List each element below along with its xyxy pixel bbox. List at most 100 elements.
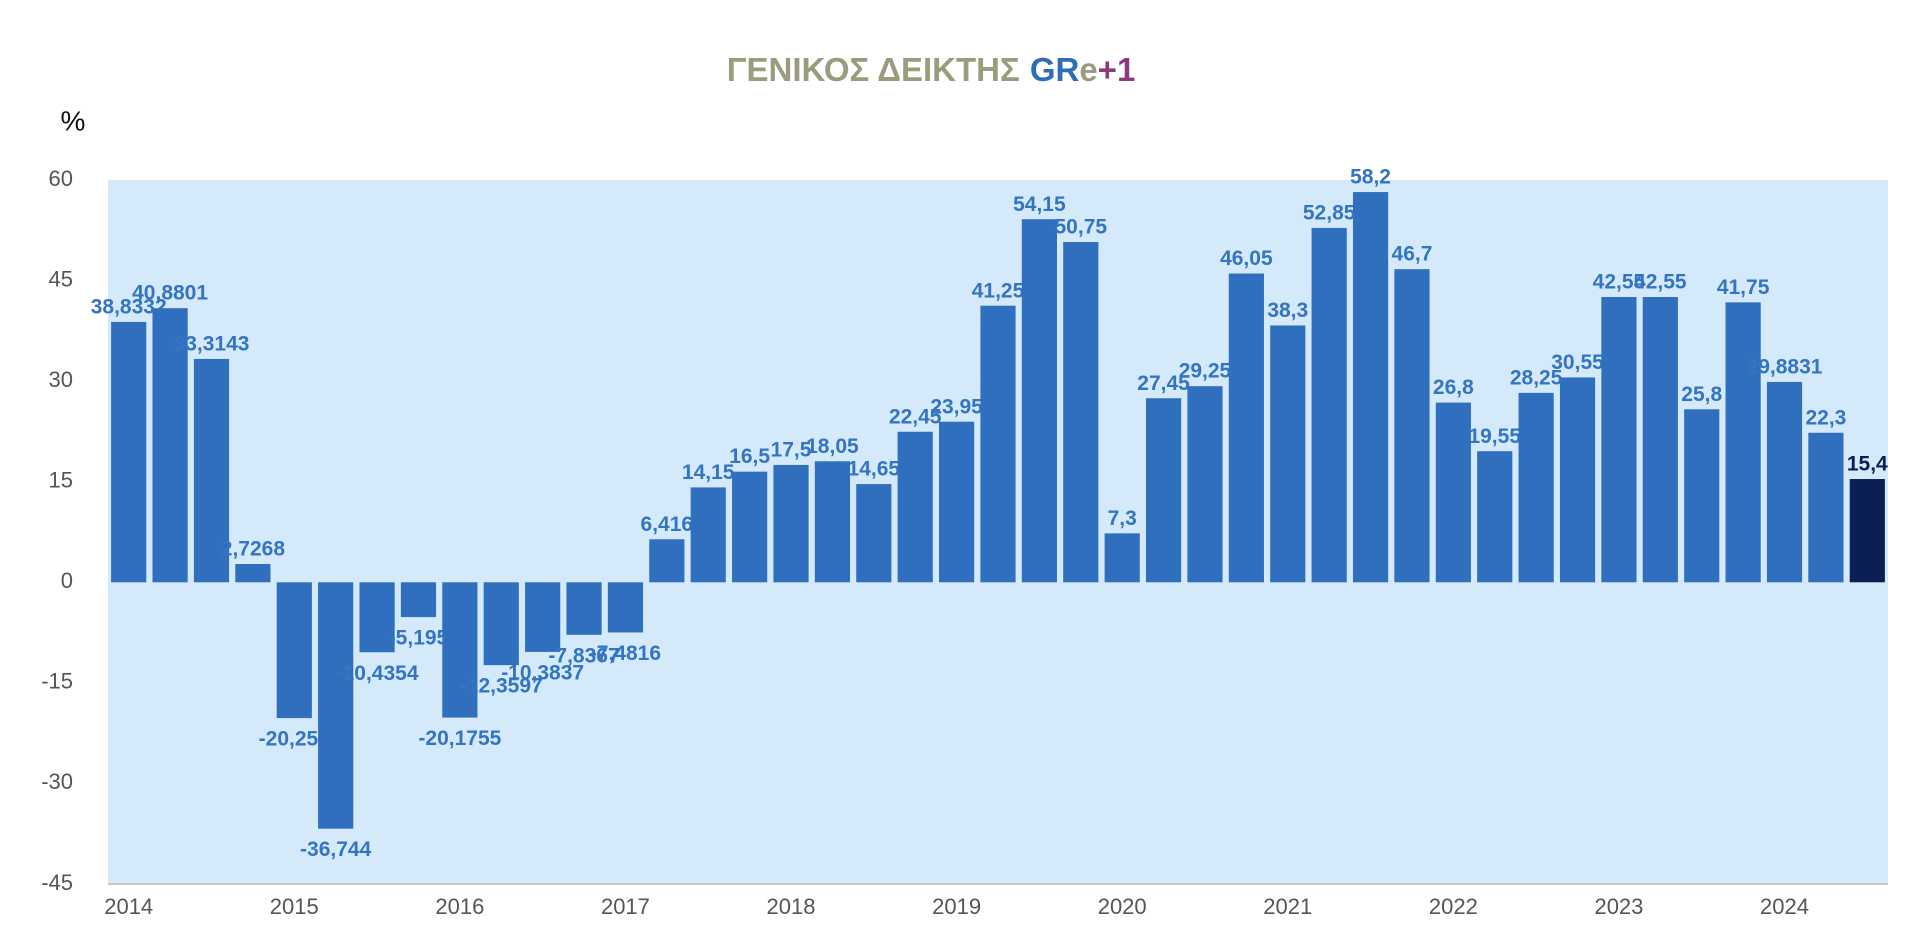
bar: [152, 308, 188, 583]
bar: [1684, 409, 1720, 583]
data-label: 2,7268: [221, 538, 286, 561]
bar: [359, 582, 395, 653]
x-tick-label: 2023: [1594, 894, 1643, 919]
data-label: 54,15: [1013, 193, 1066, 216]
data-label: -20,1755: [418, 727, 501, 750]
data-label: 46,05: [1220, 247, 1273, 270]
data-label: -10,4354: [336, 662, 419, 685]
data-label: 30,55: [1551, 351, 1604, 374]
data-label: 17,5: [771, 438, 812, 461]
title-part: GR: [1030, 51, 1080, 88]
x-tick-label: 2019: [932, 894, 981, 919]
data-label: 46,7: [1392, 243, 1433, 266]
bar: [1435, 402, 1471, 583]
title-part: ΓΕΝΙΚΟΣ ΔΕΙΚΤΗΣ: [727, 51, 1020, 88]
y-tick-label: 15: [49, 468, 73, 493]
data-label: -10,3837: [501, 661, 584, 684]
x-tick-label: 2024: [1760, 894, 1809, 919]
chart-title: ΓΕΝΙΚΟΣ ΔΕΙΚΤΗΣ GRe+1: [727, 51, 1136, 88]
bar: [1642, 296, 1678, 583]
data-label: 6,416: [641, 513, 694, 536]
bar: [276, 582, 312, 719]
bar: [1145, 398, 1182, 583]
bar: [1104, 533, 1140, 583]
x-tick-label: 2018: [767, 894, 816, 919]
data-label: 41,75: [1717, 276, 1770, 299]
bar: [235, 564, 271, 583]
y-tick-label: 45: [49, 266, 73, 291]
bar: [1270, 325, 1306, 583]
x-tick-label: 2020: [1098, 894, 1147, 919]
data-label: -5,195: [389, 627, 449, 650]
y-tick-label: -45: [41, 870, 73, 895]
data-label: 16,5: [729, 445, 770, 468]
data-label: 14,65: [848, 458, 901, 481]
bar: [1394, 269, 1430, 583]
bar: [607, 582, 644, 633]
title-part: +1: [1098, 51, 1136, 88]
data-label: -12,3597: [460, 675, 543, 698]
data-label: -20,255: [259, 728, 331, 751]
data-label: 29,8831: [1747, 355, 1823, 378]
x-tick-label: 2014: [104, 894, 153, 919]
y-axis-label: %: [61, 105, 86, 136]
data-label: 38,8332: [91, 295, 167, 318]
bar: [566, 582, 602, 635]
bar: [483, 582, 519, 666]
data-label: 38,3: [1267, 299, 1308, 322]
bar: [400, 582, 437, 618]
bar: [1063, 242, 1099, 583]
data-label: -36,744: [300, 838, 372, 861]
y-tick-label: 0: [61, 568, 73, 593]
x-tick-label: 2016: [435, 894, 484, 919]
data-label: 41,25: [972, 279, 1025, 302]
data-label: 52,85: [1303, 201, 1356, 224]
data-label: -7,8367: [548, 644, 619, 667]
data-label: 40,8801: [132, 282, 208, 305]
x-tick-label: 2022: [1429, 894, 1478, 919]
bar: [1766, 381, 1803, 583]
data-label: 26,8: [1433, 376, 1474, 399]
bar: [111, 321, 147, 583]
data-label: 27,45: [1137, 372, 1190, 395]
data-label: 18,05: [806, 435, 859, 458]
bar: [1228, 273, 1264, 583]
data-label: 14,15: [682, 461, 735, 484]
y-tick-label: 60: [49, 166, 73, 191]
bar: [980, 305, 1016, 583]
bar: [939, 421, 975, 583]
data-label: -7,4816: [590, 642, 661, 665]
bar: [525, 582, 561, 652]
data-label: 19,55: [1468, 425, 1521, 448]
bar: [897, 431, 933, 583]
bar: [1518, 392, 1554, 583]
bar: [193, 358, 230, 583]
data-label: 22,45: [889, 405, 942, 428]
bar: [773, 464, 809, 583]
bar: [856, 484, 892, 583]
data-label: 7,3: [1108, 507, 1137, 530]
data-label: 58,2: [1350, 166, 1391, 189]
y-tick-label: -30: [41, 769, 73, 794]
bar: [318, 582, 354, 829]
bar: [814, 461, 851, 583]
y-tick-label: -15: [41, 669, 73, 694]
bar: [1849, 479, 1885, 583]
x-tick-label: 2021: [1263, 894, 1312, 919]
data-label: 42,55: [1634, 271, 1687, 294]
data-label: 22,3: [1805, 406, 1846, 429]
data-label: 23,95: [930, 395, 983, 418]
bar: [1601, 296, 1637, 583]
bar: [1021, 219, 1057, 583]
bar: [442, 582, 478, 718]
bar: [1311, 227, 1347, 583]
bar: [1725, 302, 1761, 583]
bar: [1808, 432, 1844, 583]
bar: [1559, 377, 1596, 583]
bar: [1477, 451, 1513, 583]
data-label: 33,3143: [174, 332, 250, 355]
title-part: e: [1079, 51, 1097, 88]
bar: [1187, 386, 1223, 583]
bar: [732, 471, 768, 583]
